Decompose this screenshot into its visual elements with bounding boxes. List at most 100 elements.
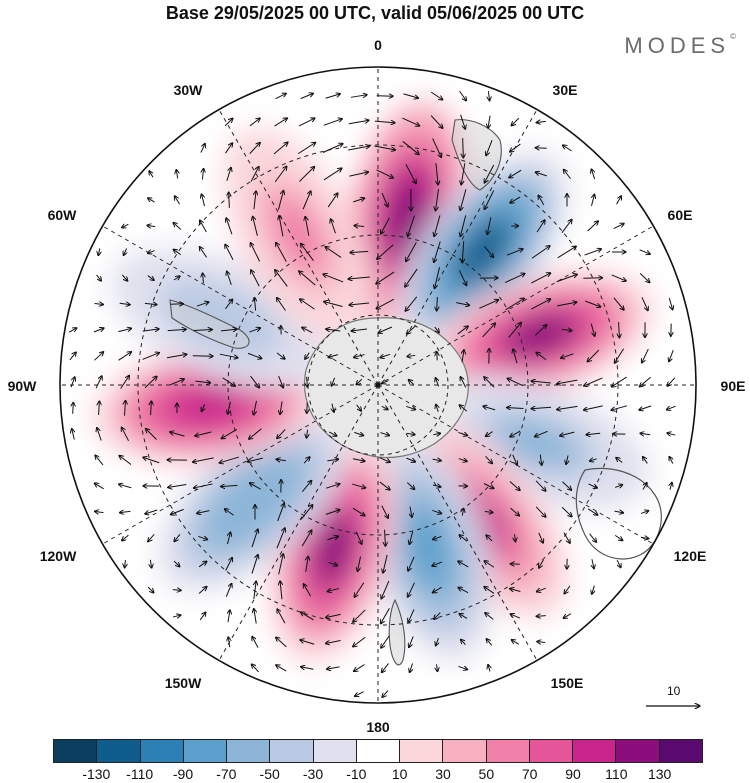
wind-vector bbox=[614, 348, 625, 363]
wind-vector bbox=[119, 455, 132, 465]
wind-vector bbox=[509, 169, 522, 178]
wind-vector bbox=[458, 666, 467, 669]
wind-vector bbox=[278, 375, 284, 388]
colorbar-tick-label: -30 bbox=[302, 766, 324, 782]
wind-vector bbox=[323, 274, 344, 283]
wind-vector bbox=[173, 223, 182, 230]
wind-vector bbox=[459, 614, 468, 619]
wind-vector bbox=[556, 274, 578, 283]
wind-vector bbox=[463, 138, 464, 158]
wind-vector bbox=[590, 323, 595, 337]
wind-vector bbox=[405, 268, 418, 287]
wind-vector bbox=[349, 172, 368, 177]
wind-vector bbox=[227, 271, 232, 286]
wind-vector bbox=[95, 511, 104, 512]
wind-vector bbox=[617, 559, 621, 568]
wind-vector bbox=[307, 376, 308, 387]
wind-vector bbox=[589, 459, 597, 461]
wind-vector bbox=[434, 215, 441, 236]
wind-vector bbox=[176, 170, 177, 179]
wind-vector bbox=[143, 457, 160, 464]
wind-vector bbox=[639, 249, 651, 254]
wind-vector bbox=[305, 216, 310, 236]
wind-vector bbox=[531, 299, 550, 310]
wind-vector bbox=[562, 145, 572, 152]
colorbar-swatch bbox=[400, 740, 444, 762]
wind-vector bbox=[328, 355, 339, 358]
wind-vector bbox=[585, 300, 601, 307]
wind-vector bbox=[592, 559, 594, 569]
wind-vector bbox=[381, 608, 390, 623]
wind-vector bbox=[639, 376, 651, 387]
wind-vector bbox=[254, 400, 257, 415]
wind-vector bbox=[349, 303, 370, 305]
wind-vector bbox=[169, 379, 185, 386]
wind-vector bbox=[587, 349, 600, 362]
wind-vector bbox=[531, 273, 550, 284]
wind-vector bbox=[535, 506, 546, 517]
wind-vector bbox=[145, 509, 158, 514]
wind-vector bbox=[511, 640, 520, 645]
wind-vector bbox=[540, 454, 541, 466]
wind-vector bbox=[508, 322, 522, 338]
wind-vector bbox=[325, 94, 341, 99]
wind-vector bbox=[458, 561, 469, 568]
wind-vector bbox=[639, 273, 650, 282]
wind-vector bbox=[99, 401, 100, 416]
wind-vector bbox=[276, 242, 287, 262]
wind-vector bbox=[515, 534, 516, 542]
wind-vector bbox=[146, 428, 157, 440]
wind-vector bbox=[120, 375, 130, 389]
wind-vector bbox=[381, 505, 389, 519]
wind-vector bbox=[408, 215, 415, 237]
colorbar-swatch bbox=[313, 740, 357, 762]
wind-vector bbox=[509, 481, 520, 490]
wind-vector bbox=[301, 667, 314, 670]
wind-vector bbox=[433, 433, 440, 434]
wind-vector bbox=[275, 270, 288, 287]
wind-vector bbox=[403, 93, 419, 98]
wind-vector bbox=[327, 589, 340, 592]
wind-vector bbox=[97, 428, 102, 441]
wind-vector bbox=[374, 121, 395, 123]
wind-vector bbox=[352, 483, 366, 488]
wind-vector bbox=[383, 554, 388, 573]
wind-vector bbox=[174, 196, 180, 205]
wind-vector bbox=[459, 405, 468, 412]
wind-vector bbox=[510, 507, 520, 516]
wind-vector bbox=[324, 301, 343, 308]
wind-vector bbox=[201, 194, 206, 207]
wind-vector bbox=[142, 329, 159, 331]
antarctica bbox=[303, 317, 469, 459]
wind-vector bbox=[510, 143, 521, 152]
wind-vector bbox=[302, 191, 311, 210]
wind-vector bbox=[249, 118, 260, 127]
wind-vector bbox=[147, 275, 154, 281]
colorbar-swatch bbox=[356, 740, 401, 762]
wind-vector bbox=[355, 531, 362, 545]
wind-vector bbox=[536, 121, 546, 122]
wind-vector bbox=[458, 432, 467, 435]
colorbar-swatch bbox=[486, 740, 530, 762]
wind-vector bbox=[280, 401, 282, 414]
wind-vector bbox=[328, 431, 337, 436]
wind-vector bbox=[249, 328, 260, 333]
wind-vector bbox=[430, 91, 443, 100]
wind-vector bbox=[327, 193, 338, 208]
wind-vector bbox=[483, 406, 496, 411]
wind-vector bbox=[249, 428, 262, 440]
wind-vector bbox=[225, 557, 233, 571]
wind-vector bbox=[670, 482, 672, 490]
wind-vector bbox=[273, 142, 288, 155]
wind-vector bbox=[325, 640, 341, 643]
colorbar-swatch bbox=[443, 740, 487, 762]
wind-vector bbox=[589, 533, 596, 543]
wind-vector bbox=[432, 459, 442, 460]
wind-vector bbox=[167, 329, 187, 330]
wind-vector bbox=[193, 330, 213, 331]
wind-vector bbox=[461, 163, 466, 185]
wind-vector bbox=[174, 534, 181, 541]
wind-vector bbox=[299, 167, 314, 182]
wind-vector bbox=[382, 690, 389, 698]
wind-vector bbox=[172, 590, 182, 591]
